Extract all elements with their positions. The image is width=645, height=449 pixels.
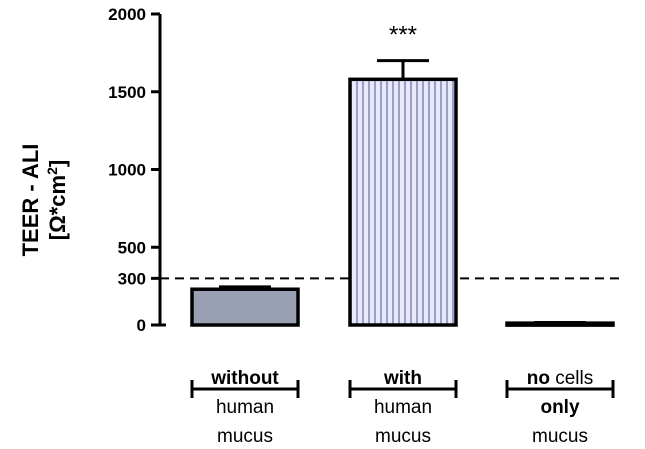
category-label-no_cells-line3: mucus bbox=[532, 426, 588, 447]
y-axis-label: TEER - ALI [Ω*cm2] bbox=[18, 144, 70, 257]
y-tick-label-500: 500 bbox=[118, 238, 146, 257]
y-tick-label-2000: 2000 bbox=[108, 5, 146, 24]
y-tick-label-1500: 1500 bbox=[108, 83, 146, 102]
category-label-without-line3: mucus bbox=[217, 426, 273, 447]
y-axis-label-unit: [Ω*cm2] bbox=[44, 160, 70, 240]
category-label-without-line1: without bbox=[210, 368, 279, 389]
category-labels: without human mucus with human mucus no cells o… bbox=[190, 368, 615, 447]
category-label-with-line1: with bbox=[383, 368, 422, 389]
bar-with bbox=[348, 77, 458, 327]
category-label-segment: only bbox=[540, 397, 579, 418]
category-label-segment: mucus bbox=[532, 426, 588, 447]
category-label-segment: no bbox=[527, 368, 550, 389]
category-label-with-line2: human bbox=[374, 397, 432, 418]
category-label-without-line2: human bbox=[216, 397, 274, 418]
category-label-no_cells-line2: only bbox=[540, 397, 579, 418]
significance-label: *** bbox=[389, 22, 417, 49]
y-axis-label-line1: TEER - ALI bbox=[18, 144, 43, 257]
category-label-segment: with bbox=[383, 368, 422, 389]
bar-no_cells bbox=[505, 321, 615, 327]
y-tick-label-0: 0 bbox=[137, 316, 146, 335]
y-tick-label-300: 300 bbox=[118, 269, 146, 288]
category-label-with-line3: mucus bbox=[375, 426, 431, 447]
category-label-no_cells-line1: no cells bbox=[527, 368, 594, 389]
category-label-segment: mucus bbox=[217, 426, 273, 447]
category-label-segment: human bbox=[374, 397, 432, 418]
bar-without bbox=[190, 287, 300, 327]
category-label-segment: without bbox=[210, 368, 279, 389]
bars: *** bbox=[160, 22, 615, 327]
category-label-segment: human bbox=[216, 397, 274, 418]
y-tick-label-1000: 1000 bbox=[108, 161, 146, 180]
category-label-segment: mucus bbox=[375, 426, 431, 447]
category-label-segment: cells bbox=[550, 368, 593, 389]
